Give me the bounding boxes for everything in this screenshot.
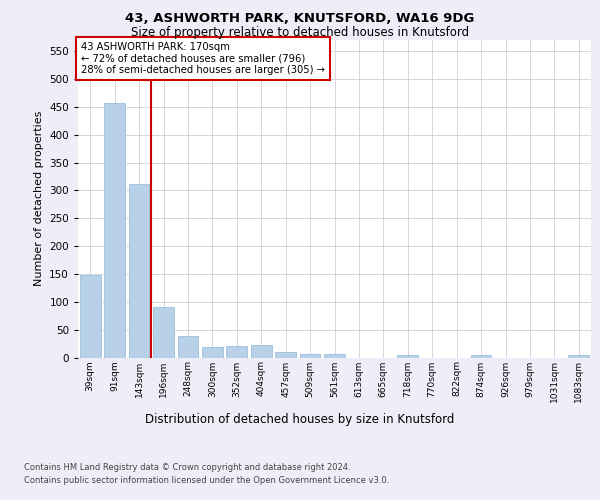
Bar <box>128 184 149 358</box>
Bar <box>178 336 199 357</box>
Bar <box>299 354 320 358</box>
Text: Contains public sector information licensed under the Open Government Licence v3: Contains public sector information licen… <box>24 476 389 485</box>
Bar <box>80 275 101 357</box>
Bar <box>470 356 491 358</box>
Bar <box>275 352 296 358</box>
Text: 43, ASHWORTH PARK, KNUTSFORD, WA16 9DG: 43, ASHWORTH PARK, KNUTSFORD, WA16 9DG <box>125 12 475 26</box>
Bar <box>104 103 125 358</box>
Y-axis label: Number of detached properties: Number of detached properties <box>34 111 44 286</box>
Text: Contains HM Land Registry data © Crown copyright and database right 2024.: Contains HM Land Registry data © Crown c… <box>24 462 350 471</box>
Bar <box>251 345 272 358</box>
Bar <box>397 356 418 358</box>
Text: Distribution of detached houses by size in Knutsford: Distribution of detached houses by size … <box>145 412 455 426</box>
Bar <box>153 307 174 358</box>
Bar <box>324 354 345 358</box>
Text: Size of property relative to detached houses in Knutsford: Size of property relative to detached ho… <box>131 26 469 39</box>
Bar <box>568 356 589 358</box>
Bar <box>202 347 223 358</box>
Bar <box>226 346 247 358</box>
Text: 43 ASHWORTH PARK: 170sqm
← 72% of detached houses are smaller (796)
28% of semi-: 43 ASHWORTH PARK: 170sqm ← 72% of detach… <box>80 42 325 75</box>
